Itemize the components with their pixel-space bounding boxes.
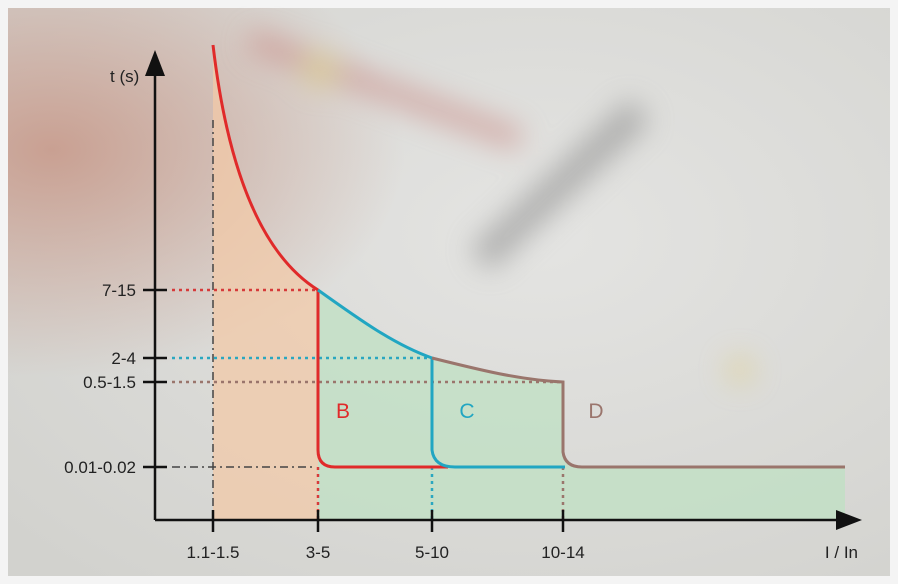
ticks bbox=[143, 288, 565, 532]
y-tick-label: 0.01-0.02 bbox=[64, 458, 136, 477]
b-region bbox=[213, 45, 318, 520]
curve-c bbox=[317, 288, 565, 469]
x-axis-arrow bbox=[836, 510, 862, 530]
background-objects bbox=[246, 29, 754, 384]
x-tick-label: 3-5 bbox=[306, 543, 331, 562]
curve-label: C bbox=[459, 400, 474, 423]
y-axis-label: t (s) bbox=[110, 67, 139, 86]
c-d-region bbox=[318, 290, 845, 520]
x-axis-label: I / In bbox=[825, 543, 858, 562]
y-axis-arrow bbox=[145, 50, 165, 76]
guides bbox=[172, 120, 565, 520]
x-tick-label: 5-10 bbox=[415, 543, 449, 562]
y-tick-label: 7-15 bbox=[102, 281, 136, 300]
y-tick-label: 2-4 bbox=[111, 349, 136, 368]
curve-label: D bbox=[588, 400, 603, 423]
x-tick-label: 1.1-1.5 bbox=[187, 543, 240, 562]
curve-d bbox=[431, 356, 845, 469]
y-tick-label: 0.5-1.5 bbox=[83, 373, 136, 392]
x-tick-label: 10-14 bbox=[541, 543, 584, 562]
curve-b bbox=[211, 44, 448, 469]
curve-label: B bbox=[336, 400, 350, 423]
